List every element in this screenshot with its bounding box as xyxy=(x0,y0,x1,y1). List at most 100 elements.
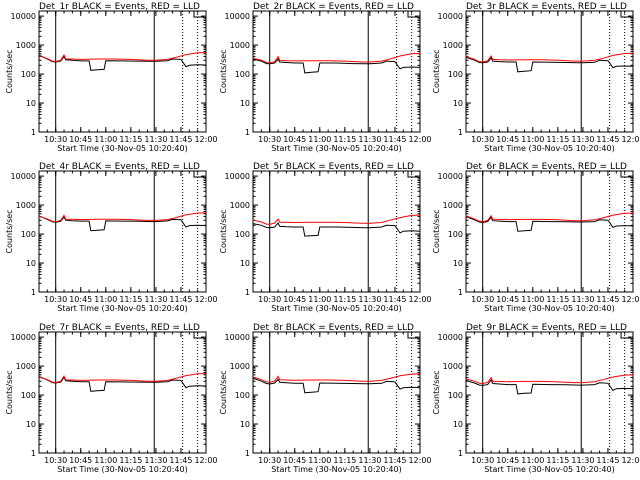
y-tick-label: 100 xyxy=(21,391,36,400)
panel-3: Det_3r BLACK = Events, RED = LLD 1 10 100 10… xyxy=(432,2,640,153)
y-axis-label: Counts/sec xyxy=(5,209,14,253)
x-tick-label: 11:45 xyxy=(596,456,619,465)
y-tick-label: 100 xyxy=(21,230,36,239)
x-tick-label: 12:00 xyxy=(194,295,217,304)
top-bracket-mark xyxy=(620,171,631,178)
series-line-black xyxy=(38,215,207,232)
x-tick-label: 11:45 xyxy=(169,135,192,144)
x-tick-label: 12:00 xyxy=(621,295,640,304)
y-tick-label: 10 xyxy=(240,420,250,429)
x-tick-label: 10:30 xyxy=(44,456,67,465)
x-tick-label: 11:15 xyxy=(546,295,569,304)
y-tick-label: 100 xyxy=(235,391,250,400)
x-tick-label: 11:00 xyxy=(94,135,117,144)
plot-frame xyxy=(465,10,634,133)
x-tick-label: 11:15 xyxy=(119,295,142,304)
x-tick-label: 11:30 xyxy=(358,456,381,465)
y-axis-label: Counts/sec xyxy=(5,370,14,414)
top-bracket-mark xyxy=(620,11,631,18)
y-axis-label: Counts/sec xyxy=(219,49,228,93)
y-tick-label: 1 xyxy=(245,128,250,137)
y-axis-label: Counts/sec xyxy=(432,49,441,93)
series-line-red xyxy=(252,373,421,383)
series-line-red xyxy=(465,374,634,385)
x-tick-label: 12:00 xyxy=(621,135,640,144)
y-tick-label: 10000 xyxy=(11,172,36,181)
y-tick-label: 1 xyxy=(31,449,36,458)
series-line-red xyxy=(38,212,207,223)
y-tick-label: 1 xyxy=(458,128,463,137)
x-tick-label: 11:30 xyxy=(571,456,594,465)
x-tick-label: 11:45 xyxy=(383,295,406,304)
x-tick-label: 10:45 xyxy=(283,456,306,465)
y-tick-label: 100 xyxy=(235,70,250,79)
x-tick-label: 12:00 xyxy=(621,456,640,465)
y-tick-label: 1000 xyxy=(230,41,250,50)
y-tick-label: 10000 xyxy=(11,333,36,342)
x-tick-label: 11:30 xyxy=(358,135,381,144)
x-tick-label: 11:30 xyxy=(571,135,594,144)
y-tick-label: 1000 xyxy=(443,41,463,50)
x-tick-label: 11:00 xyxy=(308,456,331,465)
y-tick-label: 100 xyxy=(448,391,463,400)
y-tick-label: 10000 xyxy=(438,12,463,21)
x-tick-label: 11:45 xyxy=(383,456,406,465)
x-tick-label: 11:15 xyxy=(333,456,356,465)
plot-frame xyxy=(465,170,634,293)
x-tick-label: 11:30 xyxy=(144,295,167,304)
y-tick-label: 1000 xyxy=(443,201,463,210)
panel-4: Det_4r BLACK = Events, RED = LLD 1 10 100 10… xyxy=(5,162,218,313)
y-tick-label: 10 xyxy=(453,420,463,429)
y-axis-label: Counts/sec xyxy=(432,209,441,253)
y-tick-label: 10 xyxy=(453,259,463,268)
x-tick-label: 12:00 xyxy=(194,135,217,144)
x-tick-label: 11:45 xyxy=(383,135,406,144)
x-tick-label: 10:45 xyxy=(283,135,306,144)
x-tick-label: 10:30 xyxy=(44,295,67,304)
x-tick-label: 11:45 xyxy=(169,456,192,465)
x-tick-label: 11:30 xyxy=(144,135,167,144)
x-axis-label: Start Time (30-Nov-05 10:20:40) xyxy=(57,465,187,474)
x-tick-label: 11:00 xyxy=(94,295,117,304)
y-tick-label: 10 xyxy=(240,99,250,108)
x-tick-label: 10:45 xyxy=(496,295,519,304)
y-tick-label: 10 xyxy=(26,259,36,268)
panel-title: Det_5r BLACK = Events, RED = LLD xyxy=(253,162,414,172)
series-line-black xyxy=(252,58,421,74)
x-tick-label: 11:00 xyxy=(308,135,331,144)
x-tick-label: 11:00 xyxy=(521,135,544,144)
y-tick-label: 1 xyxy=(245,288,250,297)
y-tick-label: 100 xyxy=(448,70,463,79)
top-bracket-mark xyxy=(407,332,418,339)
x-tick-label: 11:15 xyxy=(119,135,142,144)
y-tick-label: 1000 xyxy=(443,362,463,371)
series-line-red xyxy=(465,212,634,223)
y-tick-label: 1000 xyxy=(16,362,36,371)
y-tick-label: 10000 xyxy=(225,172,250,181)
x-tick-label: 11:45 xyxy=(596,135,619,144)
y-tick-label: 10 xyxy=(26,420,36,429)
y-axis-label: Counts/sec xyxy=(5,49,14,93)
series-line-black xyxy=(252,377,421,394)
series-line-black xyxy=(252,222,421,237)
x-tick-label: 12:00 xyxy=(194,456,217,465)
y-tick-label: 100 xyxy=(21,70,36,79)
y-tick-label: 1 xyxy=(458,288,463,297)
x-tick-label: 11:15 xyxy=(546,135,569,144)
x-tick-label: 10:45 xyxy=(69,295,92,304)
x-axis-label: Start Time (30-Nov-05 10:20:40) xyxy=(484,465,614,474)
x-axis-label: Start Time (30-Nov-05 10:20:40) xyxy=(484,304,614,313)
series-line-black xyxy=(465,216,634,232)
series-line-black xyxy=(38,375,207,392)
x-axis-label: Start Time (30-Nov-05 10:20:40) xyxy=(484,144,614,153)
x-tick-label: 10:30 xyxy=(471,295,494,304)
panel-6: Det_6r BLACK = Events, RED = LLD 1 10 100 10… xyxy=(432,162,640,313)
plot-frame xyxy=(252,170,421,293)
x-tick-label: 11:30 xyxy=(358,295,381,304)
x-tick-label: 10:30 xyxy=(471,135,494,144)
x-tick-label: 12:00 xyxy=(408,295,431,304)
series-line-black xyxy=(465,56,634,73)
x-axis-label: Start Time (30-Nov-05 10:20:40) xyxy=(57,304,187,313)
top-bracket-mark xyxy=(193,171,204,178)
